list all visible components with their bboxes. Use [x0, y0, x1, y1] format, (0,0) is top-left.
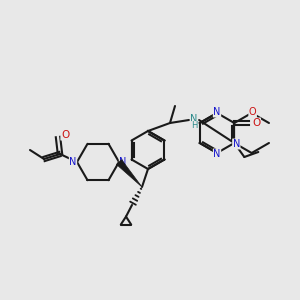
Text: N: N: [232, 139, 240, 149]
Text: N: N: [69, 157, 77, 167]
Text: O: O: [252, 118, 260, 128]
Text: O: O: [249, 107, 256, 117]
Text: N: N: [119, 157, 127, 167]
Polygon shape: [116, 160, 142, 187]
Text: N: N: [213, 149, 221, 159]
Text: O: O: [61, 130, 69, 140]
Text: H: H: [191, 122, 197, 130]
Text: N: N: [190, 114, 198, 124]
Text: N: N: [213, 107, 221, 117]
